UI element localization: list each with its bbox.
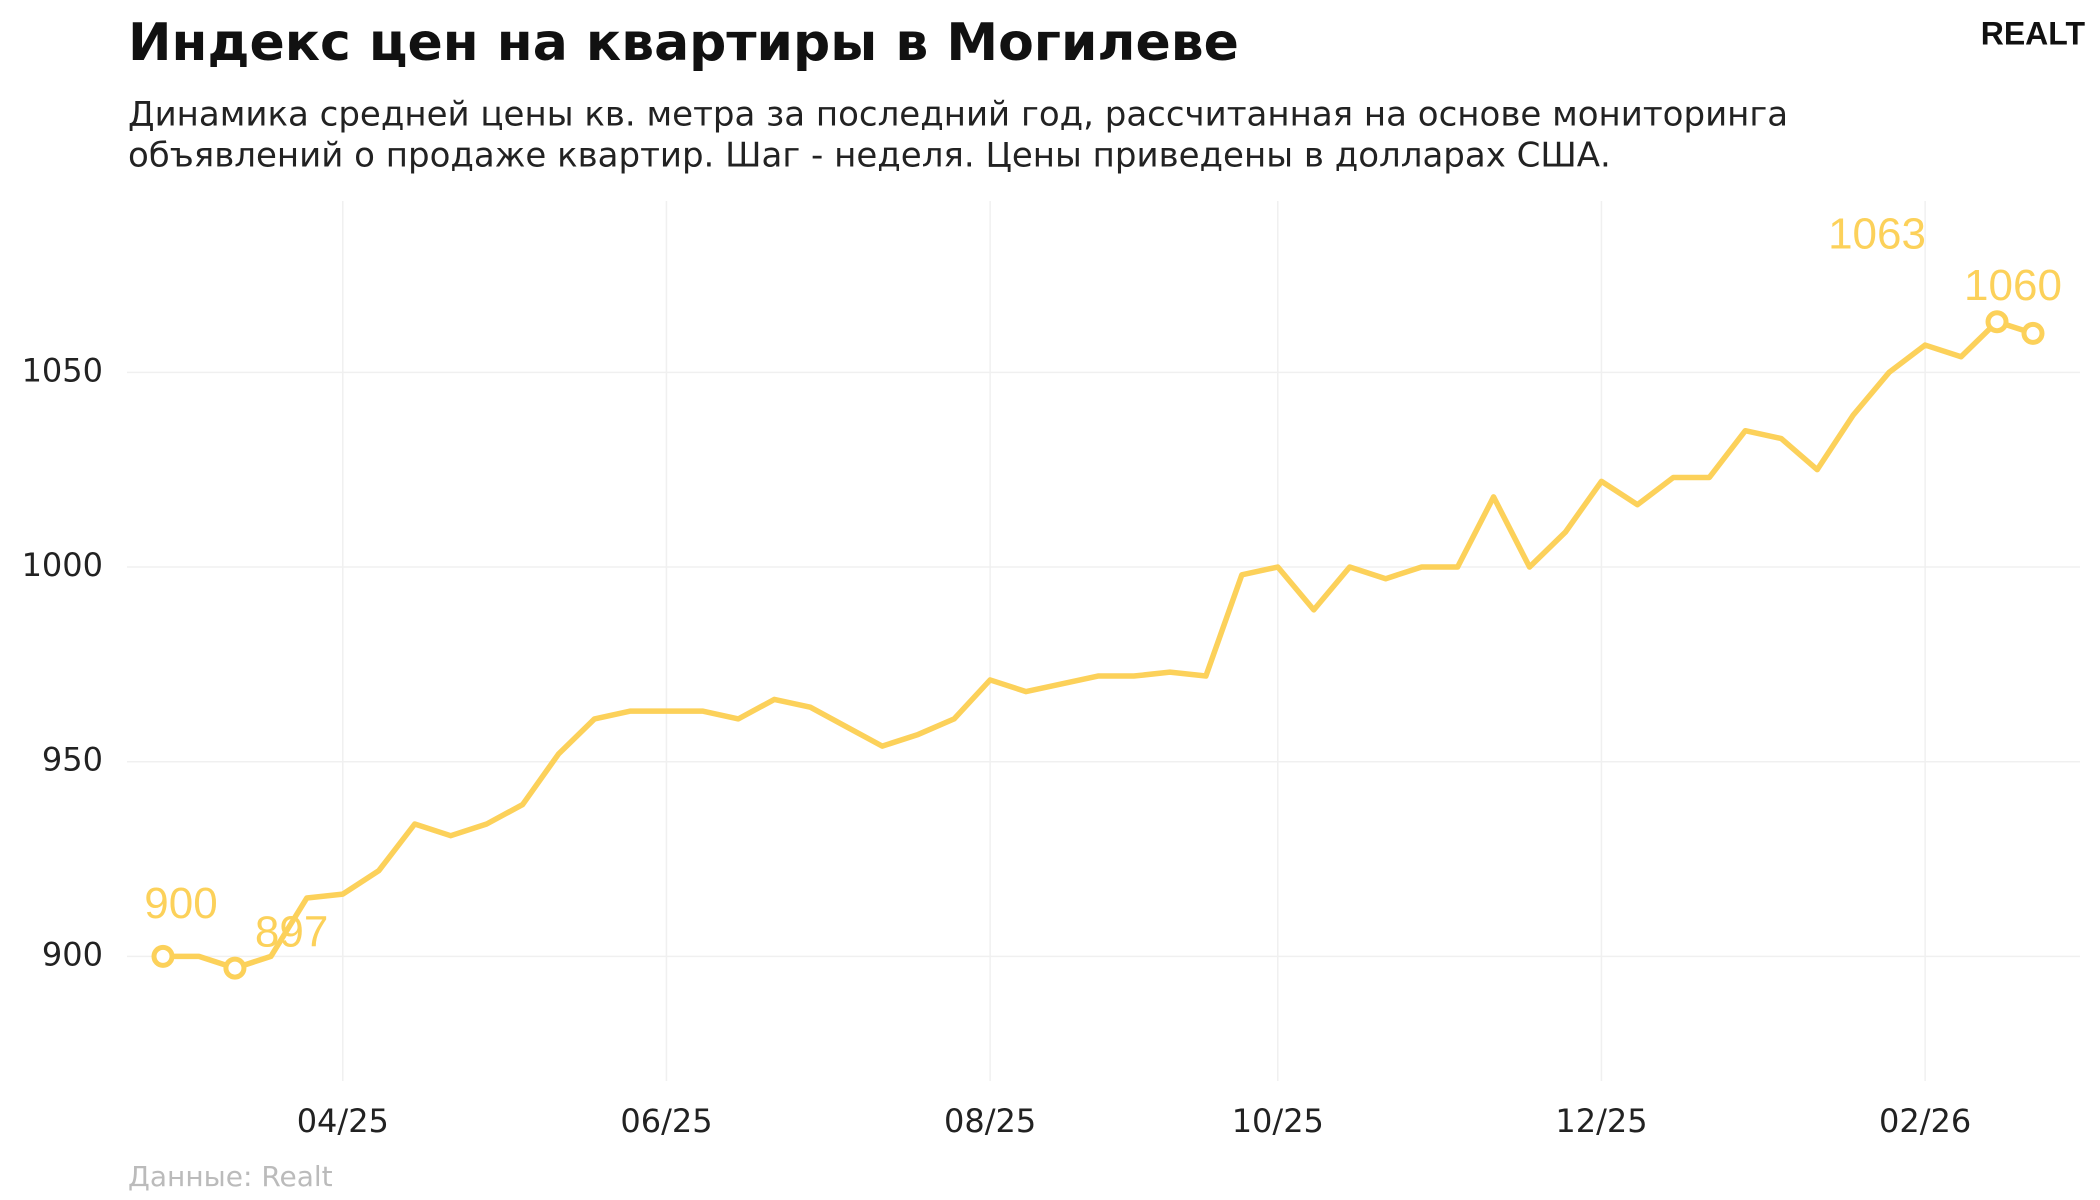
data-label: 1060 (1964, 261, 2062, 310)
y-tick-label: 950 (42, 741, 103, 779)
point (151, 944, 175, 968)
line (160, 318, 2036, 971)
data-label: 900 (144, 879, 217, 928)
x-tick-label: 06/25 (620, 1102, 712, 1140)
point (2021, 321, 2045, 345)
logo: REALT (1981, 15, 2086, 51)
y-tick-label: 1000 (22, 546, 103, 584)
chart-subtitle: Динамика средней цены кв. метра за после… (128, 95, 1788, 135)
x-tick-label: 10/25 (1232, 1102, 1324, 1140)
data-label: 1063 (1828, 209, 1926, 258)
x-tick-label: 12/25 (1555, 1102, 1647, 1140)
y-tick-label: 1050 (22, 351, 103, 389)
point (1985, 310, 2009, 334)
x-tick-label: 04/25 (297, 1102, 389, 1140)
chart-title: Индекс цен на квартиры в Могилеве (128, 13, 1239, 73)
x-tick-label: 08/25 (944, 1102, 1036, 1140)
point (223, 956, 247, 980)
y-tick-label: 900 (42, 935, 103, 973)
data-label: 897 (255, 908, 328, 957)
x-tick-label: 02/26 (1879, 1102, 1971, 1140)
source: Данные: Realt (128, 1160, 333, 1193)
chart-subtitle: объявлений о продаже квартир. Шаг - неде… (128, 136, 1611, 176)
